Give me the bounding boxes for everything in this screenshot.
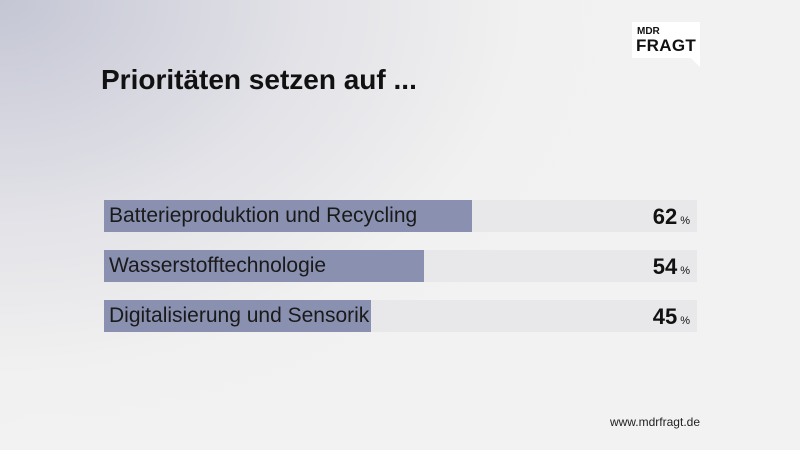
- value-unit: %: [680, 265, 690, 277]
- chart-title: Prioritäten setzen auf ...: [101, 64, 417, 95]
- bar-label: Digitalisierung und Sensorik: [109, 304, 370, 327]
- bar: [104, 300, 371, 332]
- bar-track: Digitalisierung und Sensorik 45%: [104, 300, 697, 332]
- bar: [104, 200, 472, 232]
- value-number: 54: [652, 254, 678, 279]
- bar-track: Batterieproduktion und Recycling 62%: [104, 200, 697, 232]
- value-number: 45: [652, 304, 678, 329]
- value-label: 62%: [653, 204, 690, 230]
- value-unit: %: [680, 215, 690, 227]
- bar-track: Wasserstofftechnologie 54%: [104, 250, 697, 282]
- mdr-fragt-logo: MDR FRAGT: [632, 22, 700, 67]
- logo-line2: FRAGT: [636, 36, 697, 55]
- bar-label: Wasserstofftechnologie: [109, 254, 327, 277]
- logo-line1: MDR: [637, 26, 660, 37]
- value-label: 45%: [653, 304, 690, 330]
- value-unit: %: [680, 315, 690, 327]
- bar: [104, 250, 425, 282]
- value-label: 54%: [653, 254, 690, 280]
- value-number: 62: [652, 204, 678, 229]
- footer-url: www.mdrfragt.de: [609, 415, 700, 429]
- bar-label: Batterieproduktion und Recycling: [109, 204, 418, 227]
